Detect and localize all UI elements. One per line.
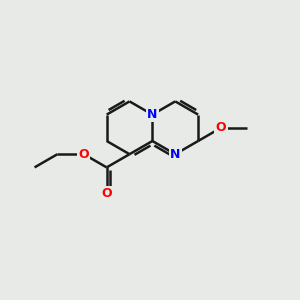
- Text: N: N: [170, 148, 181, 161]
- Text: O: O: [79, 148, 89, 161]
- Text: O: O: [216, 121, 226, 134]
- Text: N: N: [147, 108, 158, 121]
- Text: O: O: [101, 187, 112, 200]
